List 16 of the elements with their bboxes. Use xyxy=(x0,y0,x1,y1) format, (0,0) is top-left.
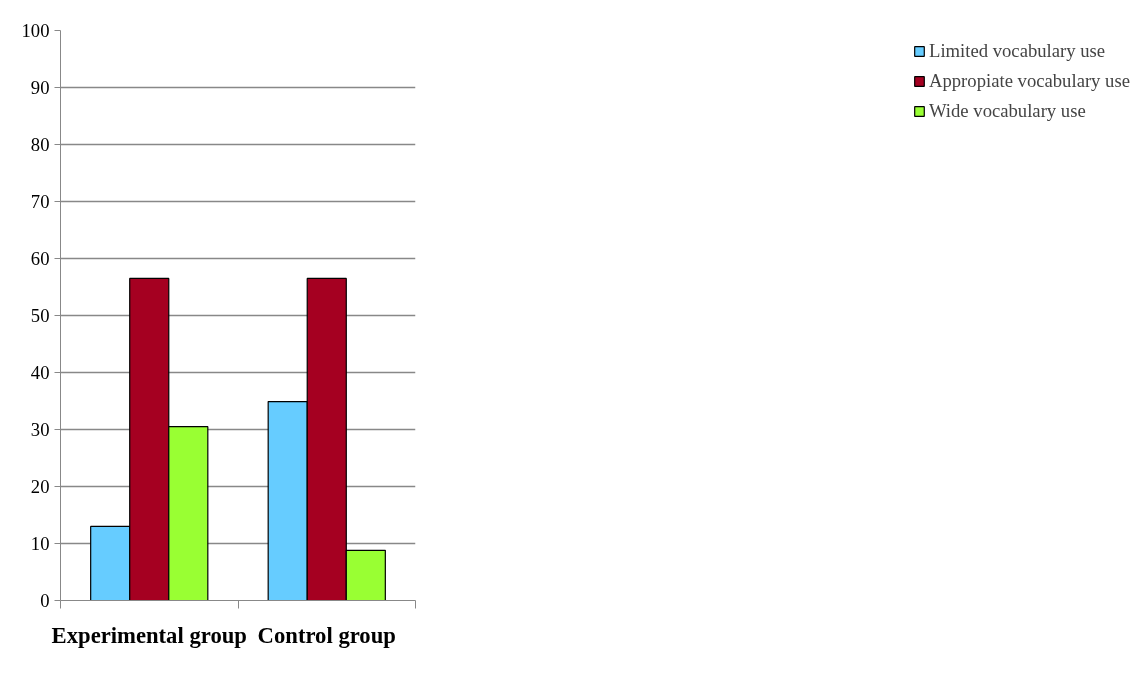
y-tick-label: 90 xyxy=(30,77,50,98)
legend-label: Wide vocabulary use xyxy=(928,100,1086,122)
legend-label: Appropiate vocabulary use xyxy=(928,70,1130,92)
y-tick-label: 40 xyxy=(30,362,50,383)
y-tick-label: 70 xyxy=(30,191,50,212)
y-tick-label: 0 xyxy=(40,590,50,611)
y-tick-label: 50 xyxy=(30,305,50,326)
y-tick-label: 60 xyxy=(30,248,50,269)
x-tick-label: Control group xyxy=(257,622,396,648)
y-tick-label: 30 xyxy=(30,419,50,440)
legend-label: Limited vocabulary use xyxy=(928,40,1106,62)
y-tick-label: 80 xyxy=(30,134,50,155)
y-tick-label: 100 xyxy=(21,20,50,41)
y-tick-label: 10 xyxy=(30,533,50,554)
y-tick-label: 20 xyxy=(30,476,50,497)
x-tick-label: Experimental group xyxy=(51,622,247,648)
